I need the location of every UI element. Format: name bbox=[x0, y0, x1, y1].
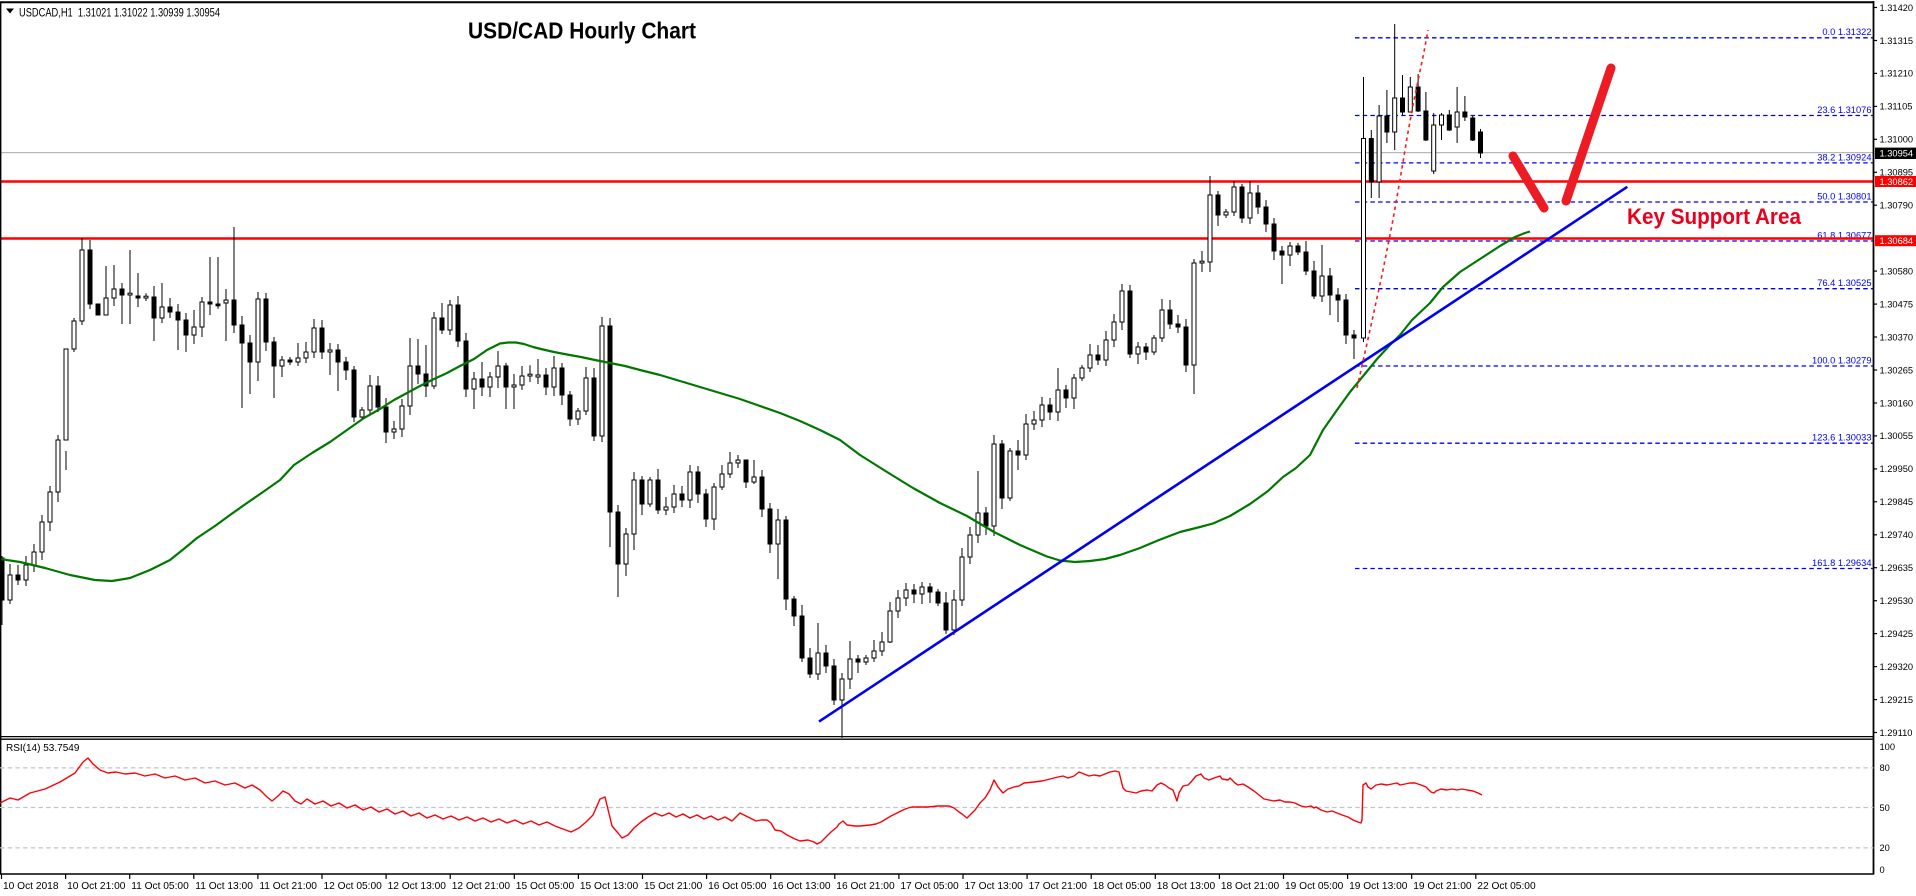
svg-text:11 Oct 13:00: 11 Oct 13:00 bbox=[195, 881, 253, 892]
svg-text:1.31210: 1.31210 bbox=[1880, 69, 1914, 79]
svg-text:1.31420: 1.31420 bbox=[1880, 3, 1914, 13]
svg-text:1.30475: 1.30475 bbox=[1880, 299, 1914, 309]
svg-text:19 Oct 05:00: 19 Oct 05:00 bbox=[1285, 881, 1344, 892]
svg-text:RSI(14) 53.7549: RSI(14) 53.7549 bbox=[6, 743, 80, 754]
svg-text:12 Oct 05:00: 12 Oct 05:00 bbox=[324, 881, 383, 892]
svg-text:61.8 1.30677: 61.8 1.30677 bbox=[1817, 230, 1871, 240]
svg-text:1.31315: 1.31315 bbox=[1880, 36, 1914, 46]
svg-text:16 Oct 13:00: 16 Oct 13:00 bbox=[772, 881, 831, 892]
svg-text:15 Oct 05:00: 15 Oct 05:00 bbox=[516, 881, 575, 892]
svg-text:16 Oct 05:00: 16 Oct 05:00 bbox=[708, 881, 767, 892]
svg-text:0.0 1.31322: 0.0 1.31322 bbox=[1822, 27, 1871, 37]
svg-text:18 Oct 21:00: 18 Oct 21:00 bbox=[1221, 881, 1280, 892]
svg-text:17 Oct 21:00: 17 Oct 21:00 bbox=[1029, 881, 1088, 892]
svg-text:1.30790: 1.30790 bbox=[1880, 201, 1914, 211]
svg-text:17 Oct 13:00: 17 Oct 13:00 bbox=[965, 881, 1024, 892]
svg-text:1.30862: 1.30862 bbox=[1880, 177, 1914, 187]
svg-text:15 Oct 13:00: 15 Oct 13:00 bbox=[580, 881, 639, 892]
svg-text:0: 0 bbox=[1880, 865, 1885, 875]
svg-text:1.30954: 1.30954 bbox=[1880, 149, 1914, 159]
svg-text:Key Support Area: Key Support Area bbox=[1627, 204, 1802, 229]
svg-text:20: 20 bbox=[1880, 843, 1890, 853]
svg-text:50: 50 bbox=[1880, 803, 1890, 813]
svg-text:19 Oct 21:00: 19 Oct 21:00 bbox=[1413, 881, 1472, 892]
svg-text:1.29320: 1.29320 bbox=[1880, 662, 1914, 672]
svg-text:23.6 1.31076: 23.6 1.31076 bbox=[1817, 105, 1871, 115]
svg-text:80: 80 bbox=[1880, 763, 1890, 773]
svg-text:16 Oct 21:00: 16 Oct 21:00 bbox=[836, 881, 895, 892]
svg-text:76.4 1.30525: 76.4 1.30525 bbox=[1817, 278, 1871, 288]
svg-text:100: 100 bbox=[1880, 742, 1896, 752]
svg-text:USD/CAD Hourly Chart: USD/CAD Hourly Chart bbox=[468, 17, 696, 43]
svg-text:1.29425: 1.29425 bbox=[1880, 629, 1914, 639]
svg-text:11 Oct 05:00: 11 Oct 05:00 bbox=[131, 881, 189, 892]
svg-text:1.30370: 1.30370 bbox=[1880, 332, 1914, 342]
svg-text:1.30160: 1.30160 bbox=[1880, 398, 1914, 408]
svg-text:1.30055: 1.30055 bbox=[1880, 431, 1914, 441]
svg-text:18 Oct 05:00: 18 Oct 05:00 bbox=[1093, 881, 1152, 892]
svg-text:15 Oct 21:00: 15 Oct 21:00 bbox=[644, 881, 703, 892]
svg-text:1.30265: 1.30265 bbox=[1880, 365, 1914, 375]
svg-text:100.0 1.30279: 100.0 1.30279 bbox=[1812, 355, 1871, 365]
svg-text:1.30895: 1.30895 bbox=[1880, 168, 1914, 178]
svg-text:USDCAD,H1 1.31021 1.31022 1.3: USDCAD,H1 1.31021 1.31022 1.30939 1.3095… bbox=[19, 8, 220, 20]
svg-text:22 Oct 05:00: 22 Oct 05:00 bbox=[1477, 881, 1536, 892]
svg-text:38.2 1.30924: 38.2 1.30924 bbox=[1817, 152, 1871, 162]
svg-text:18 Oct 13:00: 18 Oct 13:00 bbox=[1157, 881, 1216, 892]
svg-text:10 Oct 2018: 10 Oct 2018 bbox=[3, 881, 59, 892]
svg-text:17 Oct 05:00: 17 Oct 05:00 bbox=[900, 881, 959, 892]
svg-text:1.29740: 1.29740 bbox=[1880, 530, 1914, 540]
svg-text:1.31000: 1.31000 bbox=[1880, 135, 1914, 145]
svg-text:1.29215: 1.29215 bbox=[1880, 695, 1914, 705]
svg-text:161.8 1.29634: 161.8 1.29634 bbox=[1812, 558, 1871, 568]
svg-text:1.29110: 1.29110 bbox=[1880, 728, 1913, 738]
svg-text:12 Oct 13:00: 12 Oct 13:00 bbox=[388, 881, 447, 892]
svg-text:1.29530: 1.29530 bbox=[1880, 596, 1914, 606]
svg-text:12 Oct 21:00: 12 Oct 21:00 bbox=[452, 881, 511, 892]
svg-text:1.29845: 1.29845 bbox=[1880, 497, 1914, 507]
svg-text:1.29950: 1.29950 bbox=[1880, 464, 1914, 474]
svg-text:1.29635: 1.29635 bbox=[1880, 563, 1914, 573]
svg-text:1.30684: 1.30684 bbox=[1880, 236, 1914, 246]
svg-text:19 Oct 13:00: 19 Oct 13:00 bbox=[1349, 881, 1408, 892]
svg-text:11 Oct 21:00: 11 Oct 21:00 bbox=[259, 881, 317, 892]
svg-text:1.30580: 1.30580 bbox=[1880, 266, 1914, 276]
svg-text:10 Oct 21:00: 10 Oct 21:00 bbox=[67, 881, 126, 892]
svg-text:123.6 1.30033: 123.6 1.30033 bbox=[1812, 433, 1871, 443]
svg-text:50.0 1.30801: 50.0 1.30801 bbox=[1817, 191, 1871, 201]
svg-text:1.31105: 1.31105 bbox=[1880, 102, 1913, 112]
